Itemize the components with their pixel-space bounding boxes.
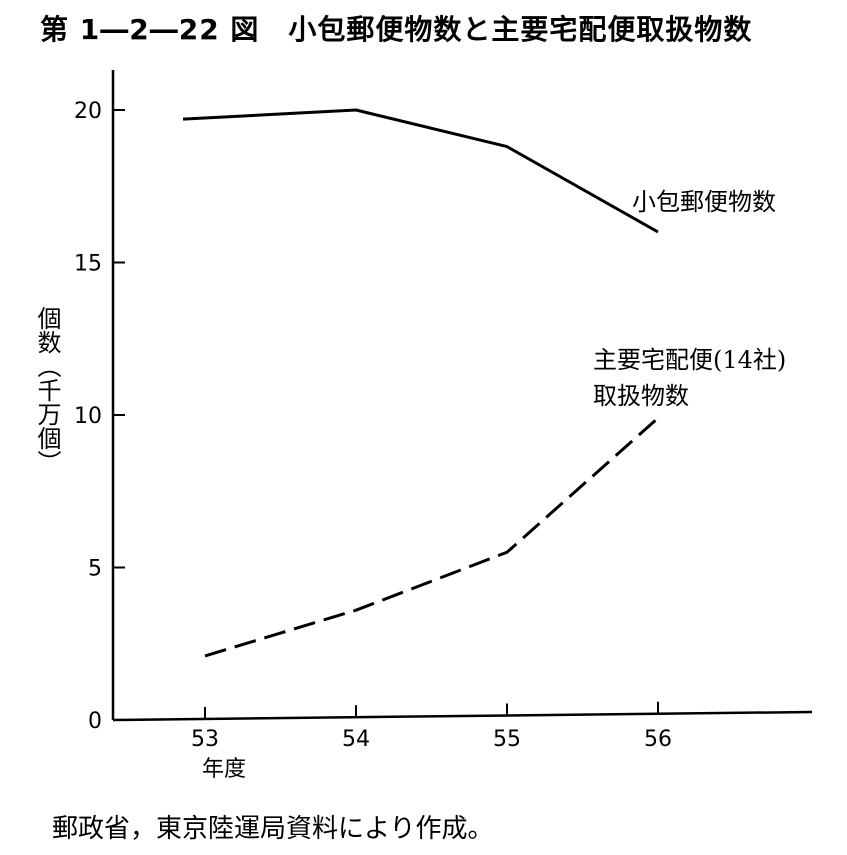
source-note: 郵政省，東京陸運局資料により作成。 [52,814,494,844]
x-axis-line [112,710,813,722]
series-label-home-delivery-line1: 主要宅配便(14社) [593,346,786,374]
series-label-parcel-post: 小包郵便物数 [632,188,776,216]
series-line-home-delivery [204,416,659,658]
y-tick-label: 20 [74,99,102,124]
x-tick-label: 54 [342,727,370,752]
y-tick-label: 15 [74,252,102,277]
y-tick-label: 0 [88,709,102,734]
x-axis-label: 年度 [202,757,246,782]
x-tick-label: 55 [493,727,521,752]
y-axis-label: 個数（千万個） [33,306,61,474]
series-label-home-delivery-line2: 取扱物数 [593,382,689,410]
x-tick-label: 56 [644,727,672,752]
series-line-parcel-post [182,108,659,234]
x-tick-label: 53 [191,727,219,752]
chart-title: 第 1―2―22 図 小包郵便物数と主要宅配便取扱物数 [40,13,753,46]
y-tick-label: 5 [88,557,102,582]
y-tick-label: 10 [74,404,102,429]
